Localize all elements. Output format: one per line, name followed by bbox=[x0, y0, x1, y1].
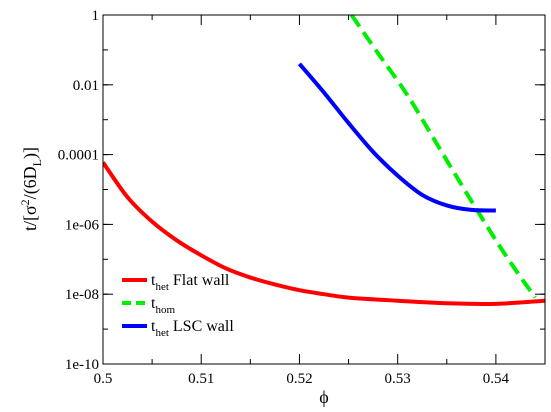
x-axis-title: ϕ bbox=[319, 387, 328, 407]
legend-label-0: thet Flat wall bbox=[151, 272, 230, 293]
x-tick-label: 0.51 bbox=[188, 371, 214, 387]
y-tick-label: 1e-10 bbox=[65, 357, 99, 373]
series-line-1 bbox=[349, 15, 537, 299]
legend-label-1: thom bbox=[151, 295, 175, 316]
x-tick-label: 0.52 bbox=[286, 371, 312, 387]
y-tick-label: 1e-06 bbox=[65, 217, 100, 233]
x-tick-label: 0.53 bbox=[385, 371, 411, 387]
y-tick-label: 1 bbox=[92, 8, 100, 24]
legend-label-2: thet LSC wall bbox=[151, 318, 234, 339]
tick-layer: 0.5 0.51 0.52 0.53 0.54 1e-10 1e-08 1e-06 0.0001… bbox=[58, 8, 545, 387]
y-tick-label: 0.0001 bbox=[58, 148, 99, 164]
y-tick-label: 0.01 bbox=[73, 78, 99, 94]
series-layer bbox=[103, 15, 545, 306]
y-tick-label: 1e-08 bbox=[65, 287, 99, 303]
x-tick-label: 0.54 bbox=[483, 371, 510, 387]
x-tick-label: 0.5 bbox=[94, 371, 113, 387]
y-axis-title: t/[σ2/(6DL)] bbox=[18, 147, 44, 231]
series-line-2 bbox=[297, 62, 496, 213]
series-line-0 bbox=[103, 161, 545, 306]
